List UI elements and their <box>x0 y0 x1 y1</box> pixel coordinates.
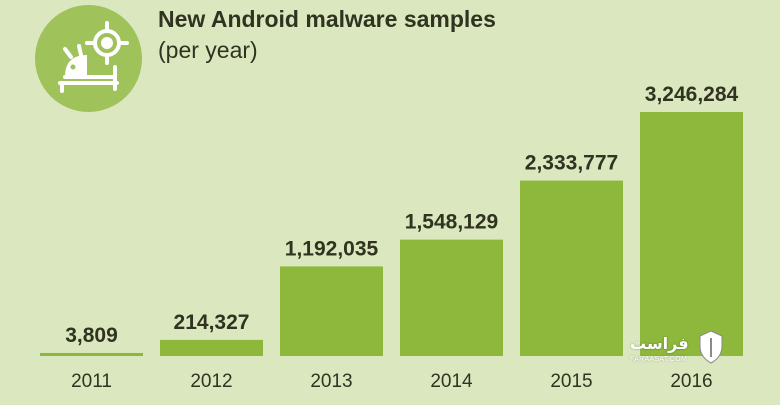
value-label-2011: 3,809 <box>65 324 118 347</box>
category-label-2012: 2012 <box>190 371 232 392</box>
android-target-icon <box>58 21 129 93</box>
watermark-site: FARAASAT.COM <box>630 356 688 363</box>
bar-2013 <box>280 266 383 356</box>
chart-subtitle: (per year) <box>158 37 258 63</box>
bar-2012 <box>160 339 263 356</box>
bar-2014 <box>400 239 503 356</box>
bar-2016 <box>640 112 743 356</box>
category-label-2015: 2015 <box>550 371 592 392</box>
watermark-name: فراست <box>630 336 689 353</box>
badge-circle <box>35 5 142 112</box>
shield-icon <box>699 330 723 364</box>
chart-title-line1: New Android malware samples <box>158 6 496 32</box>
value-label-2015: 2,333,777 <box>525 152 618 175</box>
bar-2015 <box>520 180 623 356</box>
value-label-2012: 214,327 <box>174 311 250 334</box>
value-label-2014: 1,548,129 <box>405 211 498 234</box>
category-label-2013: 2013 <box>310 371 352 392</box>
category-label-2016: 2016 <box>670 371 712 392</box>
value-label-2013: 1,192,035 <box>285 237 379 260</box>
category-label-2011: 2011 <box>71 371 112 392</box>
chart-title: New Android malware samples (per year) <box>158 4 496 66</box>
bar-2011 <box>40 353 143 356</box>
value-label-2016: 3,246,284 <box>645 83 739 106</box>
category-label-2014: 2014 <box>430 371 473 392</box>
watermark-logo: فراست FARAASAT.COM <box>630 330 730 372</box>
